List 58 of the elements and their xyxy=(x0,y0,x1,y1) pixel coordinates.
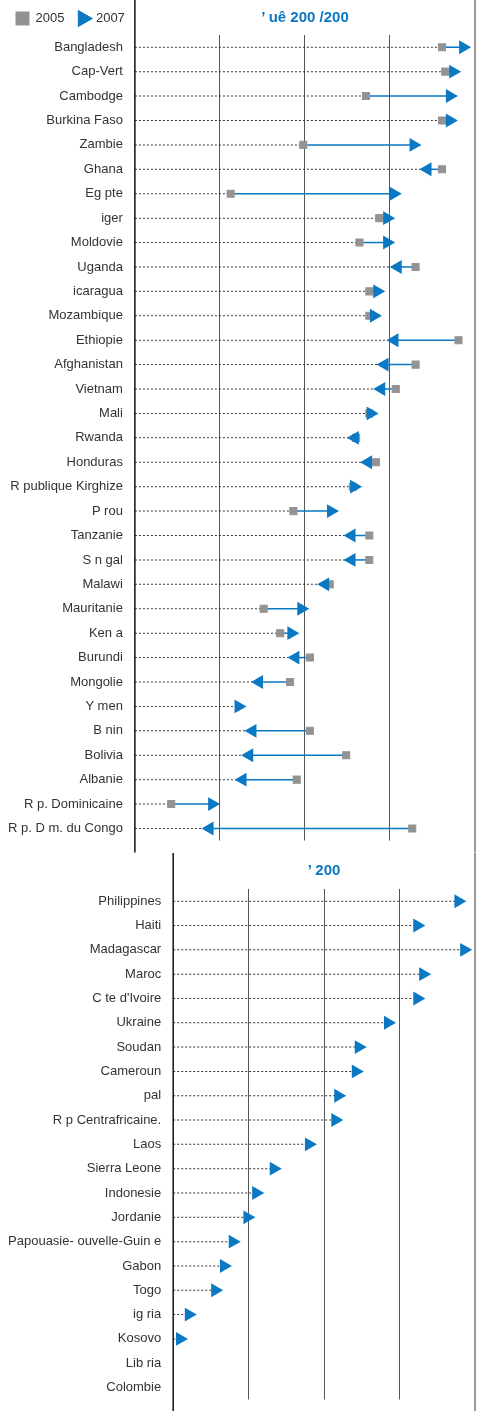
y-tick-label: Cap-Vert xyxy=(71,63,124,79)
legend-label: 2005 xyxy=(35,10,65,26)
y-tick-label: Kosovo xyxy=(117,1329,162,1345)
y-tick-label: ig ria xyxy=(133,1305,162,1321)
y-tick-label: Ken a xyxy=(88,624,124,640)
y-tick-label: Burkina Faso xyxy=(46,112,123,128)
y-tick-label: Mali xyxy=(99,405,123,421)
y-tick-label: Uganda xyxy=(77,258,124,274)
y-tick-label: Laos xyxy=(133,1135,162,1151)
y-tick-label: R p Centrafricaine. xyxy=(52,1111,162,1127)
y-tick-label: Philippines xyxy=(98,892,162,908)
y-tick-label: Zambie xyxy=(79,136,123,152)
y-tick-label: B nin xyxy=(93,722,123,738)
y-tick-label: iger xyxy=(101,209,124,225)
y-tick-label: Lib ria xyxy=(125,1354,162,1370)
y-tick-label: Moldovie xyxy=(70,234,123,250)
y-tick-label: Cambodge xyxy=(59,87,123,103)
y-tick-label: Eg pte xyxy=(85,185,123,201)
y-tick-label: Y men xyxy=(85,697,123,713)
y-tick-label: P rou xyxy=(92,502,123,518)
y-tick-label: Burundi xyxy=(78,649,123,665)
y-tick-label: Soudan xyxy=(116,1038,162,1054)
y-tick-label: Ethiopie xyxy=(75,331,123,347)
y-tick-label: Papouasie- ouvelle-Guin e xyxy=(8,1232,162,1248)
y-tick-label: R publique Kirghize xyxy=(10,478,123,494)
legend-label: 2007 xyxy=(95,10,125,26)
y-tick-label: Mozambique xyxy=(48,307,123,323)
y-tick-label: Ukraine xyxy=(116,1013,162,1029)
y-tick-label: pal xyxy=(143,1086,162,1102)
y-tick-label: Togo xyxy=(133,1281,162,1297)
y-tick-label: Haiti xyxy=(135,916,162,932)
chart-title: ’ uê 200 /200 xyxy=(261,8,349,26)
y-tick-label: Gabon xyxy=(122,1257,162,1273)
y-tick-label: Mauritanie xyxy=(62,600,123,616)
chart-title: ’ 200 xyxy=(307,860,341,878)
y-tick-label: Tanzanie xyxy=(70,527,123,543)
y-tick-label: Rwanda xyxy=(75,429,124,445)
y-tick-label: Maroc xyxy=(125,965,162,981)
y-tick-label: Sierra Leone xyxy=(86,1159,162,1175)
y-tick-label: Malawi xyxy=(82,575,123,591)
y-tick-label: Ghana xyxy=(83,160,124,176)
y-tick-label: Bangladesh xyxy=(54,38,123,54)
y-tick-label: Cameroun xyxy=(100,1062,162,1078)
y-tick-label: Albanie xyxy=(79,771,123,787)
y-tick-label: C te d'Ivoire xyxy=(92,989,162,1005)
y-tick-label: Vietnam xyxy=(75,380,123,396)
y-tick-label: Indonesie xyxy=(104,1184,162,1200)
y-tick-label: Colombie xyxy=(106,1378,162,1394)
y-tick-label: Mongolie xyxy=(70,673,123,689)
y-tick-label: Jordanie xyxy=(111,1208,162,1224)
y-tick-label: R p. Dominicaine xyxy=(23,795,123,811)
y-tick-label: Afghanistan xyxy=(54,356,123,372)
y-tick-label: S n gal xyxy=(82,551,123,567)
y-tick-label: Honduras xyxy=(66,453,124,469)
y-tick-label: Bolivia xyxy=(84,746,124,762)
y-tick-label: Madagascar xyxy=(89,940,162,956)
y-tick-label: icaragua xyxy=(73,282,124,298)
y-tick-label: R p. D m. du Congo xyxy=(8,820,123,836)
